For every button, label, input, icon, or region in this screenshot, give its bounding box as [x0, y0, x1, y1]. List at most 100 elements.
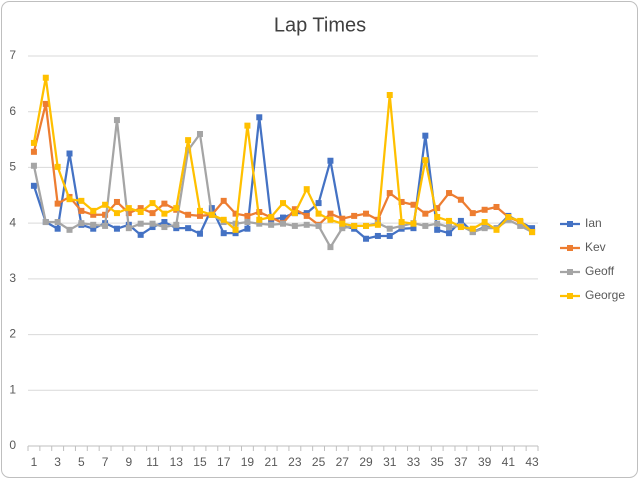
data-point	[457, 196, 464, 203]
data-point	[280, 220, 286, 227]
data-point	[149, 200, 156, 207]
legend-marker	[567, 269, 573, 275]
data-point	[469, 229, 476, 236]
data-point	[280, 214, 286, 221]
x-tick-label: 21	[264, 455, 278, 469]
data-point	[113, 225, 120, 232]
data-point	[256, 114, 263, 121]
data-point	[137, 231, 144, 238]
data-point	[196, 230, 203, 237]
legend-marker	[567, 245, 573, 251]
y-tick-label: 5	[9, 160, 16, 174]
data-point	[434, 226, 441, 233]
data-point	[149, 210, 156, 217]
data-point	[339, 215, 346, 222]
data-point	[30, 162, 37, 169]
data-point	[505, 214, 512, 221]
data-point	[113, 210, 120, 217]
data-point	[161, 219, 168, 226]
data-point	[327, 210, 334, 217]
data-point	[149, 224, 156, 231]
data-point	[529, 229, 536, 236]
data-point	[161, 210, 168, 217]
data-point	[66, 226, 73, 233]
data-point	[220, 197, 227, 204]
x-tick-label: 35	[431, 455, 445, 469]
data-point	[422, 157, 429, 164]
data-point	[185, 225, 192, 232]
legend-label: Geoff	[585, 264, 615, 278]
data-point	[386, 92, 393, 98]
data-point	[125, 205, 132, 212]
data-point	[469, 225, 476, 232]
data-point	[280, 200, 286, 207]
data-point	[446, 224, 453, 231]
data-point	[137, 220, 144, 227]
data-point	[434, 220, 441, 227]
data-point	[232, 226, 239, 233]
x-tick-label: 29	[359, 455, 373, 469]
data-point	[220, 216, 227, 223]
legend-label: Ian	[585, 216, 602, 230]
x-tick-label: 37	[454, 455, 468, 469]
data-point	[196, 131, 203, 137]
data-point	[102, 201, 109, 208]
data-point	[78, 207, 85, 214]
data-point	[446, 217, 453, 224]
data-point	[481, 219, 488, 226]
x-tick-label: 33	[407, 455, 421, 469]
data-point	[303, 186, 310, 193]
data-point	[410, 220, 417, 227]
data-point	[90, 221, 97, 228]
data-point	[374, 221, 381, 228]
data-point	[339, 225, 346, 232]
data-point	[256, 220, 263, 227]
data-point	[208, 211, 215, 218]
data-point	[244, 225, 251, 232]
data-point	[339, 220, 346, 227]
data-point	[173, 205, 180, 212]
y-tick-label: 2	[9, 327, 16, 341]
data-point	[244, 219, 251, 226]
data-point	[54, 163, 61, 170]
data-point	[363, 235, 370, 242]
y-tick-label: 0	[9, 438, 16, 452]
data-point	[268, 214, 275, 221]
y-tick-label: 7	[9, 48, 16, 62]
data-point	[303, 221, 310, 228]
data-point	[493, 203, 500, 210]
data-point	[351, 212, 358, 219]
data-point	[469, 210, 476, 217]
data-point	[113, 198, 120, 205]
data-point	[410, 201, 417, 208]
legend-label: George	[585, 288, 625, 302]
data-point	[42, 74, 49, 81]
data-point	[291, 206, 298, 213]
data-point	[398, 198, 405, 205]
data-point	[327, 216, 334, 223]
data-point	[102, 222, 109, 229]
data-point	[30, 139, 37, 146]
data-point	[303, 212, 310, 219]
data-point	[529, 225, 536, 232]
data-point	[493, 226, 500, 233]
data-point	[125, 210, 132, 217]
data-point	[446, 230, 453, 237]
chart-title: Lap Times	[274, 14, 366, 36]
data-point	[232, 210, 239, 217]
data-point	[173, 225, 180, 232]
y-tick-label: 6	[9, 104, 16, 118]
data-point	[386, 225, 393, 232]
data-point	[422, 210, 429, 217]
data-point	[398, 219, 405, 226]
x-tick-label: 1	[31, 455, 38, 469]
data-point	[517, 222, 524, 229]
data-point	[244, 122, 251, 129]
y-tick-label: 4	[9, 215, 16, 229]
data-point	[196, 212, 203, 219]
x-tick-label: 31	[383, 455, 397, 469]
data-point	[517, 217, 524, 224]
x-tick-label: 9	[125, 455, 132, 469]
